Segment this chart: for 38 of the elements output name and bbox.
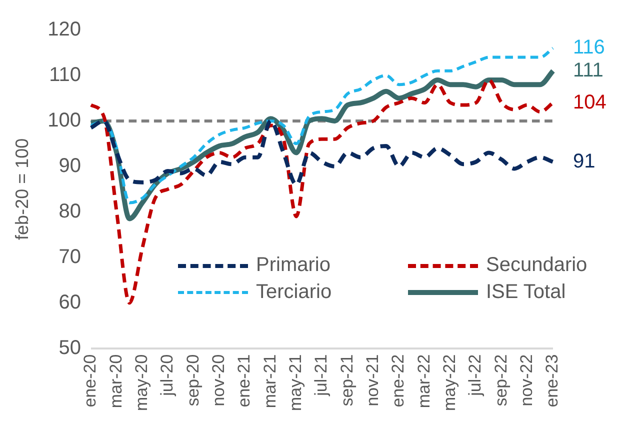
y-tick-label: 60: [58, 291, 81, 314]
x-tick-label: jul-21: [312, 354, 331, 397]
x-tick-label: nov-22: [517, 354, 536, 406]
y-tick-label: 50: [58, 336, 81, 359]
annotation: 91: [573, 150, 596, 172]
y-tick-label: 100: [48, 109, 81, 132]
y-axis-title: feb-20 = 100: [12, 138, 32, 240]
y-tick-label: 90: [58, 154, 81, 177]
y-tick-label: 80: [58, 200, 81, 222]
line-series: [88, 118, 555, 187]
legend-label: Secundario: [486, 254, 588, 277]
x-tick-label: nov-20: [209, 354, 228, 406]
x-tick-label: jul-20: [158, 354, 177, 397]
x-tick-label: ene-22: [388, 354, 408, 408]
annotation: 104: [573, 91, 606, 114]
x-tick-label: mar-21: [260, 354, 280, 408]
annotation: 111: [573, 59, 604, 82]
x-tick-label: sep-20: [183, 354, 202, 406]
x-tick-label: mar-22: [414, 354, 434, 408]
line-series: [89, 46, 554, 204]
y-tick-label: 70: [58, 246, 81, 268]
x-tick-label: may-20: [132, 354, 151, 411]
x-tick-label: ene-23: [542, 354, 562, 408]
x-tick-label: sep-22: [491, 354, 510, 406]
y-tick-label: 120: [48, 18, 81, 41]
legend-label: ISE Total: [486, 281, 566, 304]
x-tick-label: sep-21: [337, 354, 356, 406]
x-tick-label: nov-21: [363, 354, 382, 406]
x-tick-label: jul-22: [466, 354, 485, 397]
legend-label: Terciario: [256, 281, 332, 304]
x-tick-label: mar-20: [106, 354, 126, 408]
x-tick-label: ene-20: [80, 354, 100, 408]
x-tick-label: may-22: [440, 354, 460, 411]
x-tick-label: ene-21: [234, 354, 254, 408]
annotation: 116: [573, 36, 605, 59]
y-tick-label: 110: [49, 64, 81, 86]
x-tick-label: may-21: [286, 354, 306, 411]
legend-label: Primario: [256, 254, 330, 277]
